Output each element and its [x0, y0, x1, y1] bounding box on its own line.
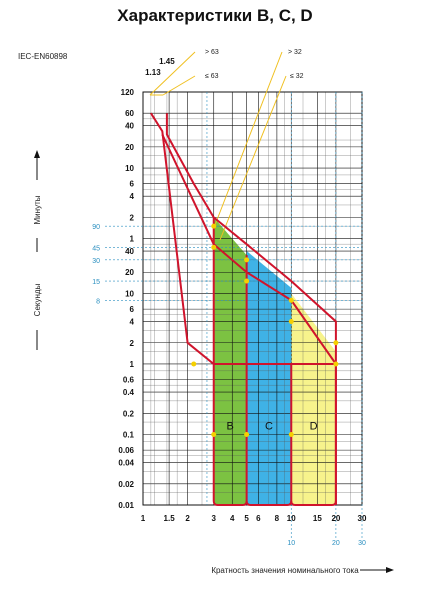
x-tick: 3	[212, 514, 217, 523]
y-tick-minutes: 6	[130, 180, 135, 189]
marker-dot	[333, 361, 339, 367]
marker-dot	[211, 244, 217, 250]
y-tick-seconds: 0.6	[123, 376, 135, 385]
annotation-145: 1.45	[159, 57, 175, 66]
marker-dot	[244, 257, 250, 263]
zone-d	[291, 293, 336, 505]
y-tick-minutes: 4	[130, 192, 135, 201]
marker-dot	[288, 297, 294, 303]
y-label-seconds: Секунды	[33, 283, 42, 316]
zone-label-c: C	[265, 420, 273, 432]
secondary-x-tick: 20	[332, 540, 340, 547]
zone-label-d: D	[310, 420, 318, 432]
x-tick: 6	[256, 514, 261, 523]
y-tick-seconds: 0.4	[123, 388, 135, 397]
y-tick-minutes: 120	[121, 88, 135, 97]
x-tick: 8	[275, 514, 280, 523]
y-tick-minutes: 2	[130, 213, 135, 222]
y-tick-seconds: 0.01	[118, 501, 134, 510]
annotation-leader	[162, 75, 196, 96]
marker-dot	[191, 361, 197, 367]
marker-dot	[244, 431, 250, 437]
y-tick-minutes: 10	[125, 164, 134, 173]
marker-dot	[211, 431, 217, 437]
secondary-y-tick: 30	[92, 258, 100, 265]
y-tick-seconds: 0.2	[123, 409, 135, 418]
secondary-y-tick: 45	[92, 245, 100, 252]
y-tick-seconds: 0.04	[118, 459, 134, 468]
y-tick-seconds: 6	[130, 305, 135, 314]
x-tick: 10	[287, 514, 296, 523]
x-tick: 4	[230, 514, 235, 523]
y-tick-minutes: 40	[125, 122, 134, 131]
y-tick-seconds: 1	[130, 360, 135, 369]
annotation-leader	[149, 51, 196, 96]
marker-dot	[211, 223, 217, 229]
y-tick-minutes: 20	[125, 143, 134, 152]
annotation-gt32: > 32	[288, 49, 302, 56]
annotation-gt63: > 63	[205, 49, 219, 56]
annotation-leader	[214, 51, 283, 226]
series-line	[150, 112, 337, 505]
x-axis-label: Кратность значения номинального тока	[211, 566, 359, 575]
marker-dot	[288, 319, 294, 325]
marker-dot	[333, 340, 339, 346]
marker-dot	[244, 278, 250, 284]
y-tick-seconds: 40	[125, 247, 134, 256]
annotation-113: 1.13	[145, 68, 161, 77]
y-tick-seconds: 0.06	[118, 446, 134, 455]
annotation-leader	[219, 75, 287, 241]
x-tick: 5	[244, 514, 249, 523]
y-tick-seconds: 2	[130, 339, 135, 348]
secondary-x-tick: 10	[287, 540, 295, 547]
y-arrow-up-head	[34, 150, 40, 158]
secondary-x-tick: 30	[358, 540, 366, 547]
y-tick-seconds: 4	[130, 318, 135, 327]
series-line	[161, 134, 337, 365]
secondary-y-tick: 8	[96, 298, 100, 305]
x-tick: 20	[331, 514, 340, 523]
zone-outline	[290, 363, 337, 506]
y-tick-seconds: 20	[125, 268, 134, 277]
y-tick-minutes: 60	[125, 109, 134, 118]
series-line	[165, 113, 337, 505]
y-tick-minutes: 1	[130, 235, 135, 244]
annotation-le32: ≤ 32	[290, 73, 304, 80]
x-arrow-head	[386, 567, 394, 573]
y-label-minutes: Минуты	[33, 195, 42, 224]
y-tick-seconds: 0.02	[118, 480, 134, 489]
zone-label-b: B	[227, 420, 234, 432]
x-tick: 2	[185, 514, 190, 523]
annotation-le63: ≤ 63	[205, 73, 219, 80]
x-tick: 30	[358, 514, 367, 523]
secondary-y-tick: 90	[92, 224, 100, 231]
x-tick: 15	[313, 514, 322, 523]
zone-c	[246, 251, 292, 505]
y-tick-seconds: 0.1	[123, 430, 135, 439]
chart-title: Характеристики B, C, D	[117, 6, 313, 25]
standard-label: IEC-EN60898	[18, 52, 68, 61]
zone-b	[213, 217, 247, 505]
x-tick: 1.5	[164, 514, 176, 523]
secondary-y-tick: 15	[92, 279, 100, 286]
marker-dot	[288, 431, 294, 437]
x-tick: 1	[141, 514, 146, 523]
y-tick-seconds: 10	[125, 289, 134, 298]
